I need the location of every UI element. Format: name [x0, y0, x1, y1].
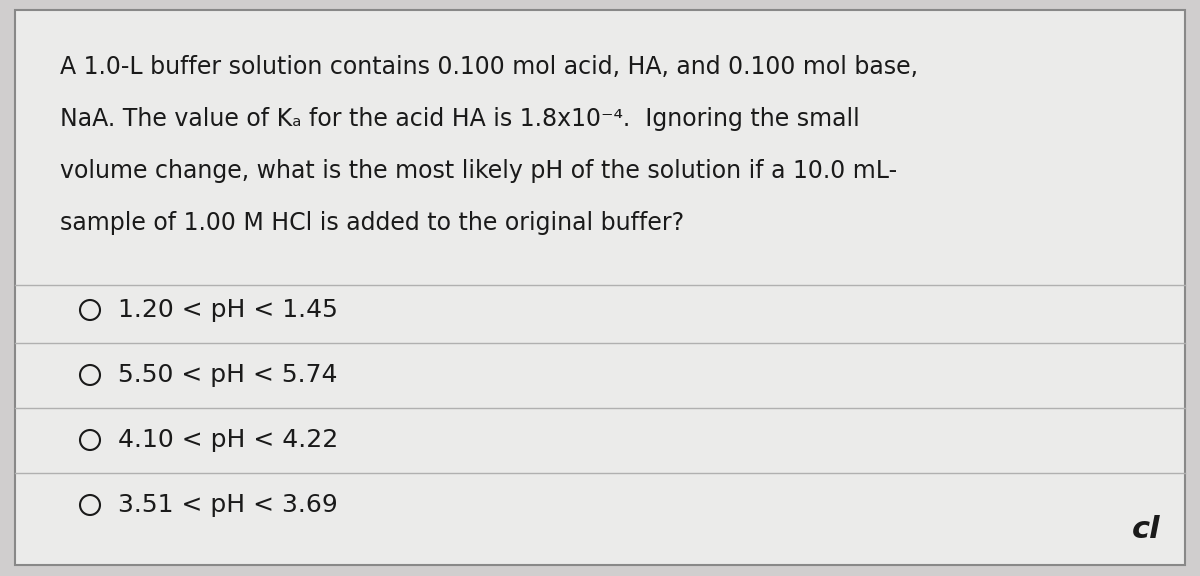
- FancyBboxPatch shape: [14, 10, 1186, 565]
- Text: 5.50 < pH < 5.74: 5.50 < pH < 5.74: [118, 363, 337, 387]
- Text: cl: cl: [1132, 516, 1160, 544]
- Text: sample of 1.00 M HCl is added to the original buffer?: sample of 1.00 M HCl is added to the ori…: [60, 211, 684, 235]
- Text: 3.51 < pH < 3.69: 3.51 < pH < 3.69: [118, 493, 337, 517]
- Text: volume change, what is the most likely pH of the solution if a 10.0 mL-: volume change, what is the most likely p…: [60, 159, 898, 183]
- Text: 4.10 < pH < 4.22: 4.10 < pH < 4.22: [118, 428, 338, 452]
- Text: 1.20 < pH < 1.45: 1.20 < pH < 1.45: [118, 298, 338, 322]
- Text: NaA. The value of Kₐ for the acid HA is 1.8x10⁻⁴.  Ignoring the small: NaA. The value of Kₐ for the acid HA is …: [60, 107, 859, 131]
- Text: A 1.0-L buffer solution contains 0.100 mol acid, HA, and 0.100 mol base,: A 1.0-L buffer solution contains 0.100 m…: [60, 55, 918, 79]
